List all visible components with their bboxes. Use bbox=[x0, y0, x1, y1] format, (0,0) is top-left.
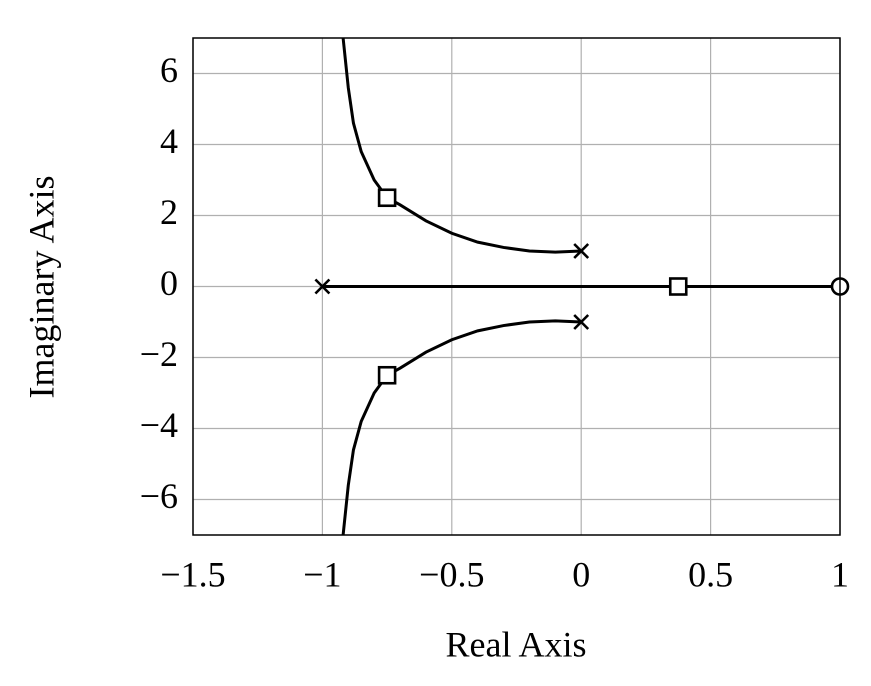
y-tick-label: 6 bbox=[160, 50, 178, 90]
pole-marker bbox=[314, 278, 331, 295]
y-tick-label: 4 bbox=[160, 121, 178, 161]
y-tick-label: 2 bbox=[160, 192, 178, 232]
root-locus-branch bbox=[341, 38, 582, 254]
x-tick-label: 1 bbox=[831, 554, 849, 594]
y-tick-label: −4 bbox=[140, 405, 178, 445]
plot-frame bbox=[192, 37, 841, 536]
square-marker bbox=[377, 365, 397, 385]
x-tick-label: −0.5 bbox=[419, 554, 484, 594]
y-axis-title: Imaginary Axis bbox=[21, 176, 61, 399]
square-marker bbox=[377, 188, 397, 208]
pole-marker bbox=[573, 314, 590, 330]
square-marker bbox=[668, 277, 688, 296]
root-locus-branch bbox=[341, 319, 582, 535]
y-tick-label: −6 bbox=[140, 476, 178, 516]
x-tick-label: −1 bbox=[303, 554, 341, 594]
x-tick-label: −1.5 bbox=[160, 554, 225, 594]
x-tick-label: 0.5 bbox=[688, 554, 733, 594]
x-axis-title: Real Axis bbox=[446, 624, 587, 664]
y-tick-label: 0 bbox=[160, 263, 178, 303]
x-tick-label: 0 bbox=[572, 554, 590, 594]
pole-marker bbox=[573, 243, 590, 259]
y-tick-label: −2 bbox=[140, 334, 178, 374]
